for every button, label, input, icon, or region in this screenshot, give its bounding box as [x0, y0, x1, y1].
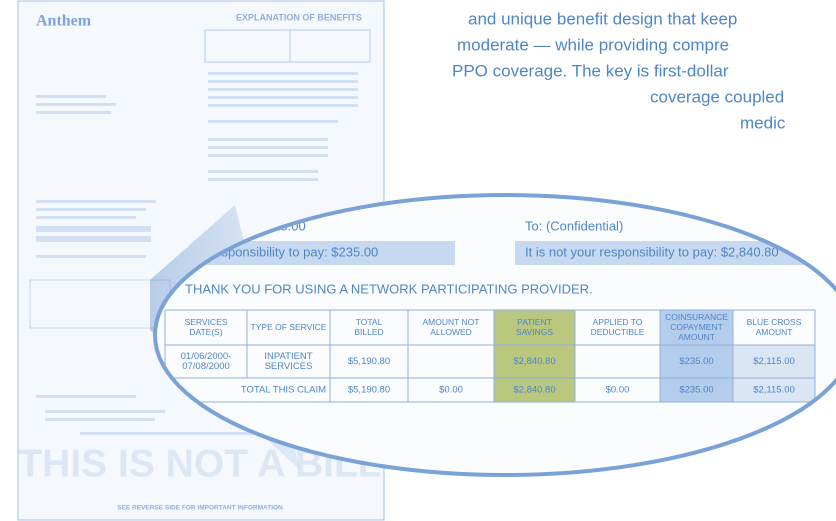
- logo: Anthem: [36, 13, 92, 30]
- text-line: PPO coverage. The key is first-dollar: [452, 61, 729, 80]
- table-cell: COPAYMENT: [670, 322, 723, 332]
- table-cell: BILLED: [354, 327, 383, 337]
- table-cell: BLUE CROSS: [747, 317, 802, 327]
- table-cell: $0.00: [606, 385, 630, 396]
- table-cell: TYPE OF SERVICE: [251, 322, 327, 332]
- table-cell: $2,840.80: [513, 356, 555, 367]
- text-line: coverage coupled: [650, 87, 784, 106]
- table-cell: $2,840.80: [513, 385, 555, 396]
- to-text: To: (Confidential): [525, 218, 623, 233]
- table-cell: SERVICES: [265, 361, 313, 372]
- table-cell: $5,190.80: [348, 385, 390, 396]
- table-cell: 07/08/2000: [182, 361, 230, 372]
- thanks-text: THANK YOU FOR USING A NETWORK PARTICIPAT…: [185, 281, 593, 296]
- document-footer: SEE REVERSE SIDE FOR IMPORTANT INFORMATI…: [117, 505, 283, 512]
- text-line: moderate — while providing compre: [457, 35, 729, 54]
- text-line: and unique benefit design that keep: [468, 9, 737, 28]
- table-cell: SAVINGS: [516, 327, 553, 337]
- table-cell: AMOUNT NOT: [423, 317, 480, 327]
- table-cell: $235.00: [679, 356, 713, 367]
- table-cell: AMOUNT: [678, 332, 715, 342]
- table-cell: $2,115.00: [753, 356, 795, 367]
- table-cell: APPLIED TO: [593, 317, 643, 327]
- table-cell: $5,190.80: [348, 356, 390, 367]
- background-text: and unique benefit design that keep mode…: [452, 9, 786, 132]
- table-cell: SERVICES: [185, 317, 228, 327]
- page: and unique benefit design that keep mode…: [0, 0, 836, 521]
- table-cell: DATE(S): [189, 327, 223, 337]
- table-cell: $235.00: [679, 385, 713, 396]
- table-cell: COINSURANCE: [665, 312, 728, 322]
- table-cell: TOTAL: [356, 317, 383, 327]
- text-line: medic: [740, 113, 786, 132]
- table-cell: PATIENT: [517, 317, 552, 327]
- document-title: EXPLANATION OF BENEFITS: [236, 12, 362, 22]
- not-responsibility-text: It is not your responsibility to pay: $2…: [525, 244, 779, 259]
- table-cell: TOTAL THIS CLAIM: [241, 385, 326, 396]
- table-cell: ALLOWED: [430, 327, 472, 337]
- table-cell: $0.00: [439, 385, 463, 396]
- table-cell: DEDUCTIBLE: [591, 327, 645, 337]
- table-cell: $2,115.00: [753, 385, 795, 396]
- table-cell: AMOUNT: [756, 327, 793, 337]
